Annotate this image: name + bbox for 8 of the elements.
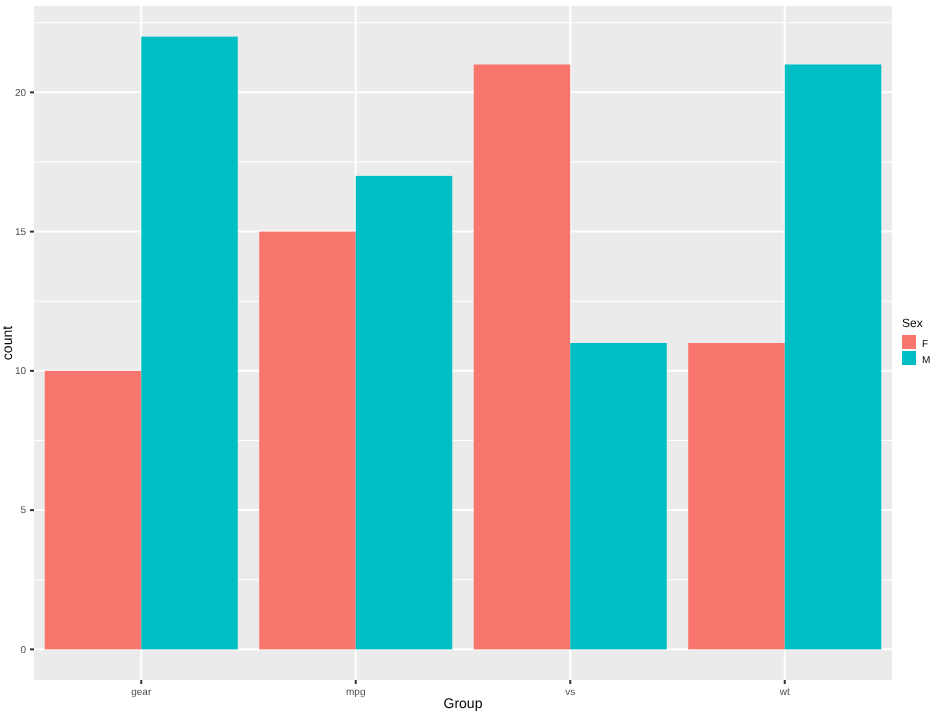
- bar: [688, 343, 785, 650]
- bar: [570, 343, 667, 650]
- bar: [473, 64, 571, 650]
- bar: [259, 231, 356, 650]
- bar: [141, 36, 238, 650]
- bar: [784, 64, 882, 650]
- bar: [355, 175, 453, 650]
- bar: [44, 370, 142, 650]
